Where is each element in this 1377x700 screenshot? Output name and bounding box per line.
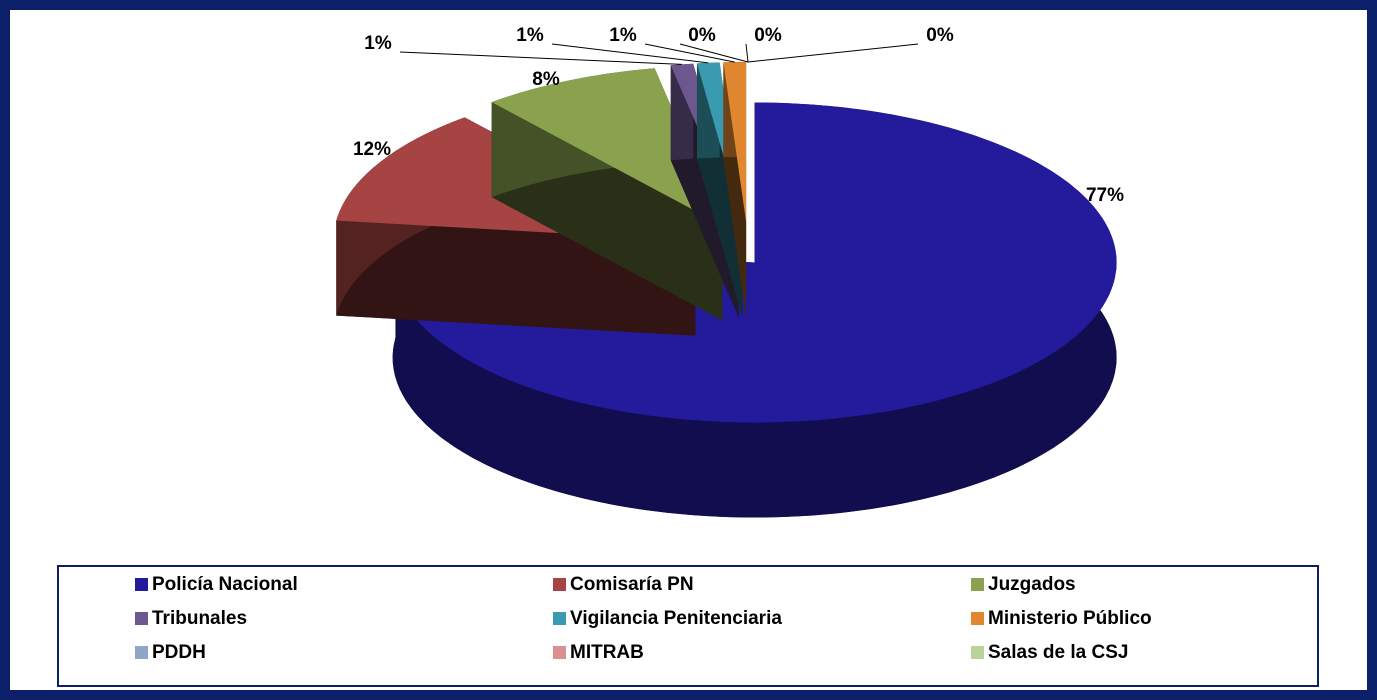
legend-swatch — [553, 646, 566, 659]
leader-line — [679, 43, 749, 63]
legend-box — [57, 565, 1319, 687]
leader-line — [745, 43, 749, 63]
data-label: 77% — [1086, 185, 1124, 206]
slice-top — [392, 102, 1117, 423]
legend-swatch — [553, 578, 566, 591]
data-label: 0% — [688, 25, 716, 46]
leader-line — [747, 43, 919, 63]
legend-label: Ministerio Público — [988, 608, 1152, 629]
data-label: 1% — [609, 25, 637, 46]
legend-label: Comisaría PN — [570, 574, 694, 595]
leader-line — [644, 43, 735, 63]
slice-top — [491, 68, 723, 226]
legend-label: PDDH — [152, 642, 206, 663]
legend-label: Policía Nacional — [152, 574, 298, 595]
legend-label: Salas de la CSJ — [988, 642, 1128, 663]
legend-label: Vigilancia Penitenciaria — [570, 608, 782, 629]
data-label: 0% — [926, 25, 954, 46]
slice — [723, 62, 747, 318]
pie — [336, 62, 1117, 518]
data-label: 1% — [516, 25, 544, 46]
data-label: 0% — [754, 25, 782, 46]
legend-swatch — [135, 578, 148, 591]
data-label: 1% — [364, 33, 392, 54]
legend-label: Juzgados — [988, 574, 1076, 595]
legend-swatch — [553, 612, 566, 625]
legend-swatch — [971, 612, 984, 625]
legend-swatch — [135, 612, 148, 625]
leader-line — [399, 51, 683, 65]
leader-line — [551, 43, 709, 64]
slice-top — [723, 62, 747, 223]
legend-label: Tribunales — [152, 608, 247, 629]
legend-label: MITRAB — [570, 642, 644, 663]
legend-swatch — [971, 578, 984, 591]
legend-swatch — [135, 646, 148, 659]
data-label: 12% — [353, 139, 391, 160]
legend-swatch — [971, 646, 984, 659]
data-label: 8% — [532, 69, 560, 90]
